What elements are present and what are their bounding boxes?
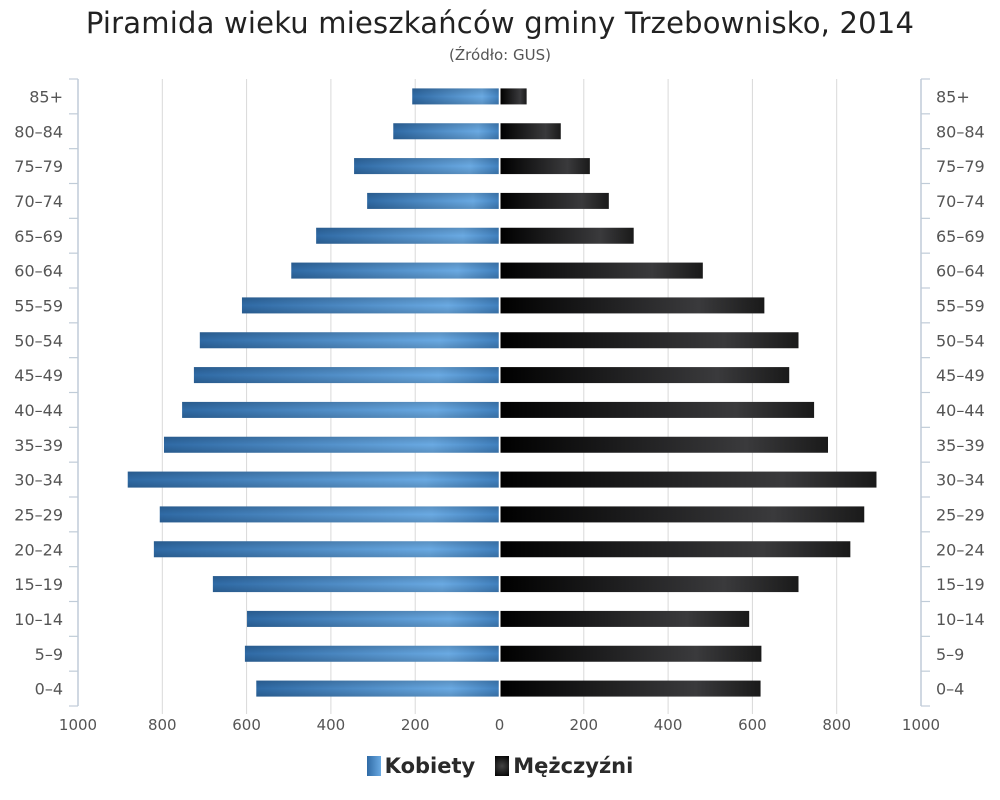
legend: Kobiety Mężczyźni xyxy=(0,754,1000,778)
legend-label-men: Mężczyźni xyxy=(513,754,634,778)
bar-men[interactable] xyxy=(500,158,590,175)
legend-item-men[interactable]: Mężczyźni xyxy=(495,754,633,778)
bar-women-shade xyxy=(212,576,500,593)
y-category-label-left: 70–74 xyxy=(14,192,63,211)
y-category-label-left: 35–39 xyxy=(14,436,63,455)
y-category-label-left: 65–69 xyxy=(14,227,63,246)
bar-women-shade xyxy=(256,680,500,697)
bar-men[interactable] xyxy=(500,610,750,627)
y-category-label-right: 55–59 xyxy=(936,296,985,315)
x-tick-label: 1000 xyxy=(902,716,940,734)
chart-title: Piramida wieku mieszkańców gminy Trzebow… xyxy=(85,6,915,40)
y-category-label-right: 70–74 xyxy=(936,192,985,211)
men-swatch-icon xyxy=(495,756,510,776)
y-category-label-right: 10–14 xyxy=(936,610,985,629)
y-category-label-left: 25–29 xyxy=(14,505,63,524)
x-tick-label: 400 xyxy=(654,716,683,734)
y-category-label-left: 30–34 xyxy=(14,471,63,490)
y-category-label-right: 60–64 xyxy=(936,262,985,281)
y-category-label-right: 50–54 xyxy=(936,331,985,350)
women-swatch-icon xyxy=(366,756,381,776)
bar-women-shade xyxy=(291,262,500,279)
y-category-label-right: 30–34 xyxy=(936,471,985,490)
bar-men[interactable] xyxy=(500,123,561,140)
y-category-label-right: 0–4 xyxy=(936,680,964,699)
bar-women-shade xyxy=(393,123,500,140)
y-category-label-left: 5–9 xyxy=(35,645,63,664)
y-category-label-left: 75–79 xyxy=(14,157,63,176)
legend-item-women[interactable]: Kobiety xyxy=(366,754,476,778)
y-category-label-right: 75–79 xyxy=(936,157,985,176)
y-category-label-left: 20–24 xyxy=(14,540,63,559)
bars xyxy=(127,79,877,714)
x-tick-label: 800 xyxy=(148,716,177,734)
y-category-label-right: 40–44 xyxy=(936,401,985,420)
bar-men[interactable] xyxy=(500,541,851,558)
x-tick-label: 200 xyxy=(569,716,598,734)
bar-men[interactable] xyxy=(500,436,829,453)
x-tick-label: 200 xyxy=(401,716,430,734)
bar-women-shade xyxy=(159,506,500,523)
x-tick-label: 400 xyxy=(317,716,346,734)
y-category-label-left: 40–44 xyxy=(14,401,63,420)
bar-women-shade xyxy=(193,367,500,384)
axis-labels: 1000 800 600 400 200 0 200 400 600 800 1000 85+ 85+ 8… xyxy=(14,87,984,734)
y-category-label-left: 80–84 xyxy=(14,122,63,141)
bar-women-shade xyxy=(199,332,500,349)
bar-women-shade xyxy=(247,610,500,627)
bar-men[interactable] xyxy=(500,88,527,105)
bar-men[interactable] xyxy=(500,645,762,662)
bar-women-shade xyxy=(163,436,500,453)
bar-men[interactable] xyxy=(500,471,877,488)
chart-subtitle: (Źródło: GUS) xyxy=(449,46,551,64)
bar-women-shade xyxy=(412,88,500,105)
y-category-label-right: 65–69 xyxy=(936,227,985,246)
y-category-label-left: 85+ xyxy=(29,87,63,106)
y-category-label-left: 45–49 xyxy=(14,366,63,385)
bar-women-shade xyxy=(182,401,500,418)
y-category-label-right: 80–84 xyxy=(936,122,985,141)
bar-men[interactable] xyxy=(500,297,765,314)
bar-men[interactable] xyxy=(500,401,815,418)
x-tick-label: 600 xyxy=(232,716,261,734)
y-category-label-left: 10–14 xyxy=(14,610,63,629)
y-category-label-left: 50–54 xyxy=(14,331,63,350)
bar-women-shade xyxy=(367,192,500,209)
bar-women-shade xyxy=(153,541,500,558)
bar-men[interactable] xyxy=(500,680,761,697)
y-category-label-right: 15–19 xyxy=(936,575,985,594)
legend-label-women: Kobiety xyxy=(384,754,476,778)
bar-men[interactable] xyxy=(500,506,865,523)
bar-men[interactable] xyxy=(500,367,790,384)
x-tick-label: 1000 xyxy=(59,716,97,734)
x-tick-label: 600 xyxy=(738,716,767,734)
bar-women-shade xyxy=(241,297,500,314)
bar-men[interactable] xyxy=(500,227,634,244)
y-category-label-left: 55–59 xyxy=(14,296,63,315)
y-category-label-right: 5–9 xyxy=(936,645,964,664)
y-category-label-left: 15–19 xyxy=(14,575,63,594)
bar-women-shade xyxy=(354,158,500,175)
bar-women-shade xyxy=(316,227,500,244)
x-tick-label: 0 xyxy=(495,716,505,734)
gridlines xyxy=(161,79,838,714)
y-category-label-right: 45–49 xyxy=(936,366,985,385)
bar-men[interactable] xyxy=(500,192,609,209)
axes xyxy=(69,78,930,707)
y-category-label-right: 35–39 xyxy=(936,436,985,455)
y-category-label-right: 20–24 xyxy=(936,540,985,559)
bar-women-shade xyxy=(244,645,500,662)
y-category-label-right: 25–29 xyxy=(936,505,985,524)
y-category-label-left: 60–64 xyxy=(14,262,63,281)
x-tick-label: 800 xyxy=(822,716,851,734)
bar-men[interactable] xyxy=(500,332,799,349)
bar-men[interactable] xyxy=(500,576,799,593)
bar-women-shade xyxy=(127,471,500,488)
bar-men[interactable] xyxy=(500,262,703,279)
y-category-label-right: 85+ xyxy=(936,87,970,106)
y-category-label-left: 0–4 xyxy=(35,680,63,699)
